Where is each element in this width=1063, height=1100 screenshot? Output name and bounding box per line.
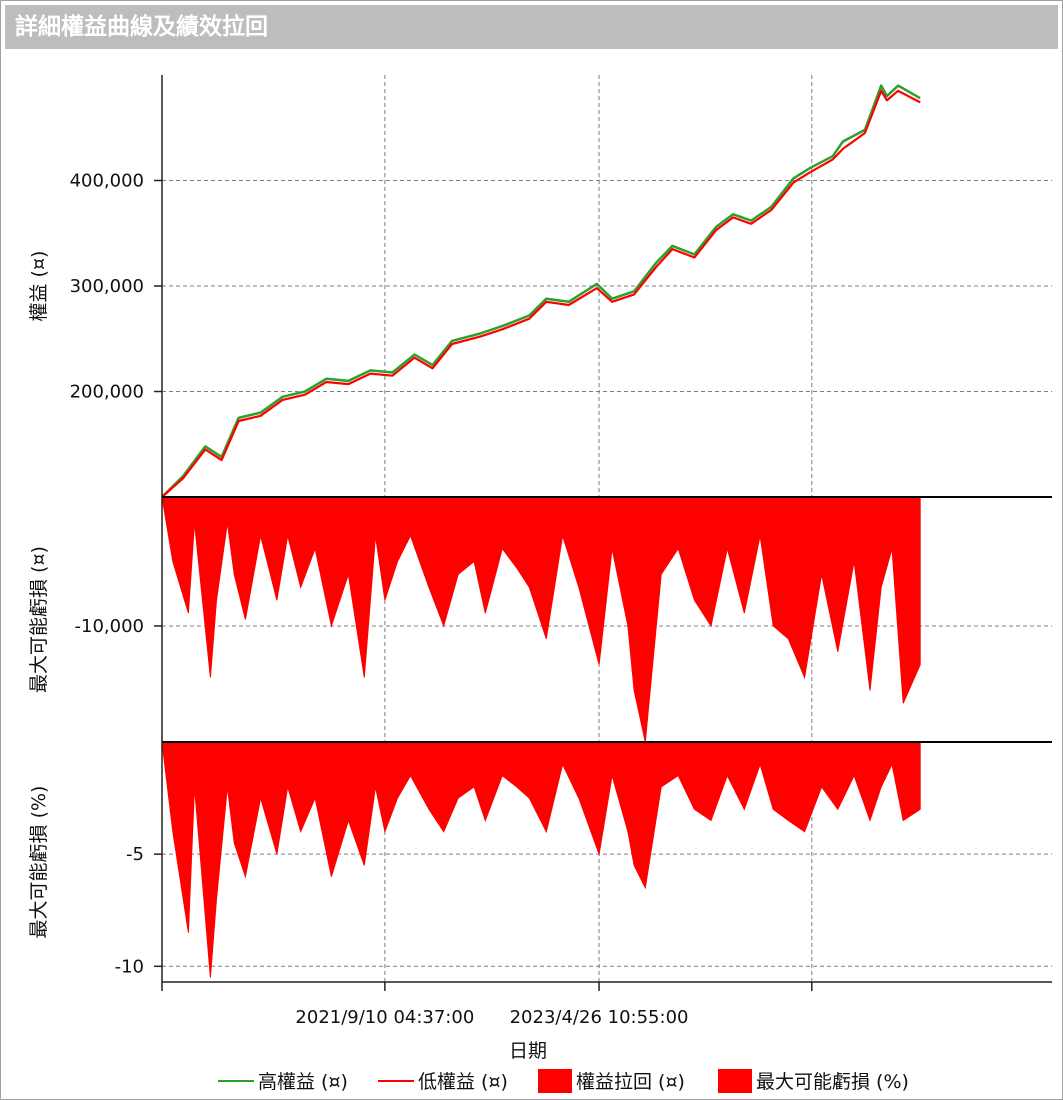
legend-label: 權益拉回 (¤) — [576, 1071, 685, 1093]
legend-label: 最大可能虧損 (%) — [756, 1071, 909, 1093]
legend: 高權益 (¤) 低權益 (¤) 權益拉回 (¤) 最大可能虧損 (%) — [218, 1069, 909, 1093]
y-tick-label: 400,000 — [70, 171, 144, 192]
drawdown-area — [161, 496, 921, 743]
equity-series-line — [161, 84, 921, 498]
legend-label: 低權益 (¤) — [418, 1071, 508, 1093]
y-tick-label: 300,000 — [70, 276, 144, 297]
y-tick-label: -10,000 — [75, 616, 144, 637]
legend-label: 高權益 (¤) — [258, 1071, 348, 1093]
labels: 2021/9/10 04:37:00 2023/4/26 10:55:00 日期 20… — [28, 171, 688, 1063]
y-axis-title: 最大可能虧損 (%) — [28, 786, 50, 939]
legend-box-swatch — [718, 1069, 752, 1093]
x-tick-label: 2021/9/10 04:37:00 — [295, 1007, 474, 1028]
window-title: 詳細權益曲線及績效拉回 — [5, 5, 1058, 49]
equity-series-line — [161, 89, 921, 498]
legend-box-swatch — [538, 1069, 572, 1093]
y-tick-label: 200,000 — [70, 382, 144, 403]
y-tick-label: -10 — [115, 956, 144, 977]
y-axis-title: 權益 (¤) — [28, 251, 50, 322]
axes — [154, 75, 1052, 991]
x-axis-title: 日期 — [509, 1040, 547, 1062]
y-tick-label: -5 — [126, 844, 144, 865]
grid-lines — [162, 75, 1052, 982]
y-axis-title: 最大可能虧損 (¤) — [28, 546, 50, 693]
drawdown-area — [161, 741, 921, 978]
data-layer — [161, 84, 921, 978]
x-tick-label: 2023/4/26 10:55:00 — [510, 1007, 689, 1028]
